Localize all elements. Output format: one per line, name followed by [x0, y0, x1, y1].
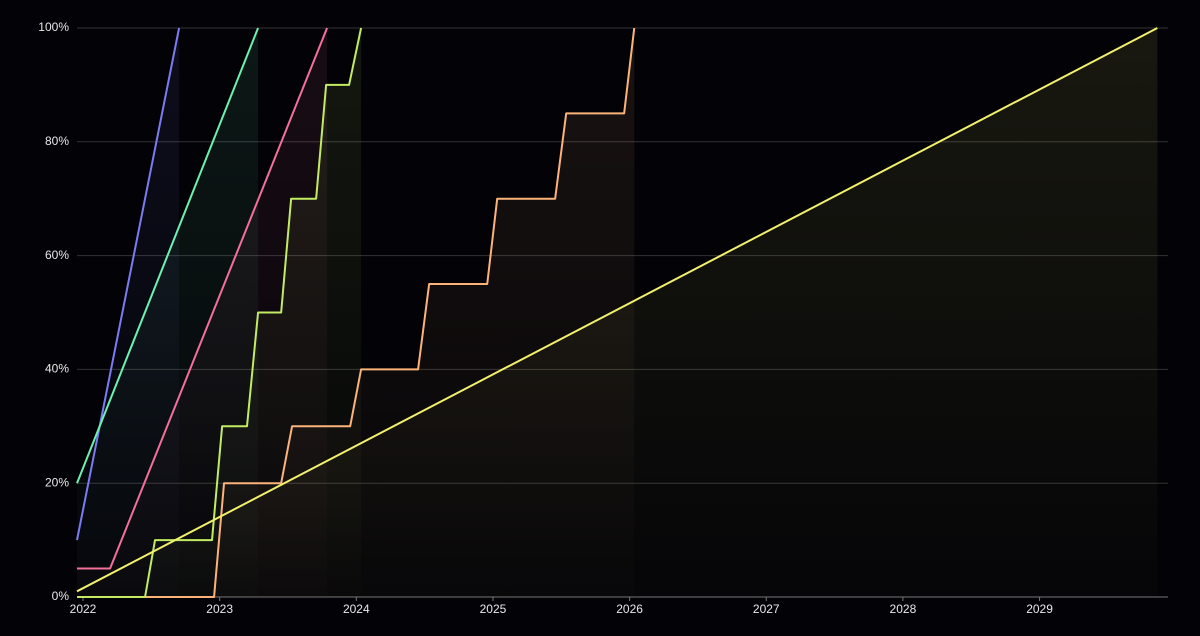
- x-tick-label: 2024: [343, 602, 370, 616]
- series-area: [77, 28, 362, 597]
- x-tick-label: 2028: [890, 602, 917, 616]
- y-tick-label: 20%: [45, 475, 69, 489]
- y-tick-label: 40%: [45, 362, 69, 376]
- series-line: [76, 27, 259, 484]
- y-tick-label: 100%: [38, 20, 69, 34]
- series-line: [77, 27, 328, 570]
- y-tick-label: 80%: [45, 134, 69, 148]
- series-line: [76, 27, 181, 541]
- series-line: [76, 27, 1158, 593]
- x-tick-label: 2027: [753, 602, 780, 616]
- series-area: [77, 28, 1158, 597]
- y-tick-label: 60%: [45, 248, 69, 262]
- y-tick-label: 0%: [52, 589, 70, 603]
- x-tick-label: 2022: [70, 602, 97, 616]
- x-tick-label: 2023: [206, 602, 233, 616]
- x-tick-label: 2029: [1026, 602, 1053, 616]
- series-line: [77, 27, 363, 598]
- x-tick-label: 2026: [616, 602, 643, 616]
- series-line: [77, 27, 636, 598]
- x-tick-label: 2025: [480, 602, 507, 616]
